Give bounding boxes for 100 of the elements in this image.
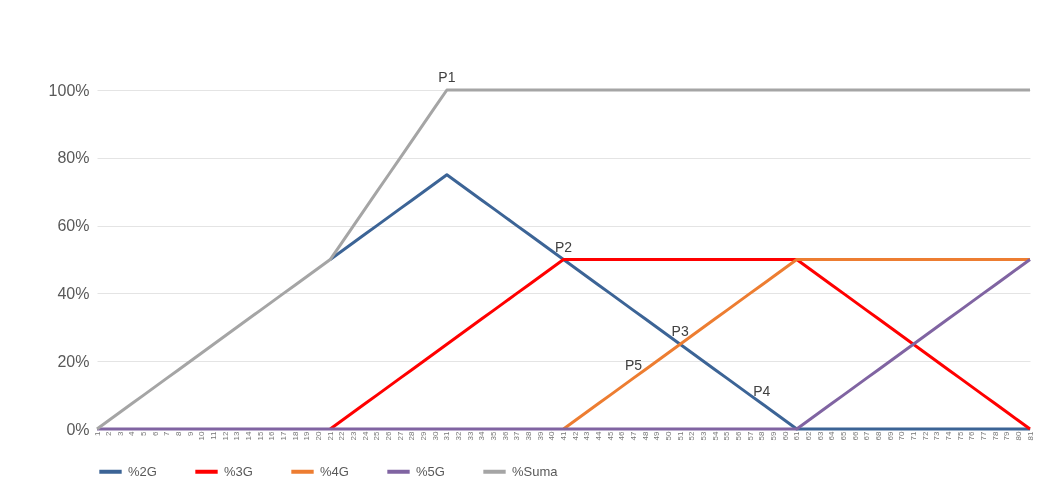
x-tick-label: 19 <box>302 430 312 441</box>
x-tick-label: 9 <box>185 430 195 436</box>
x-tick-label: 42 <box>570 430 580 441</box>
x-tick-label: 11 <box>209 430 219 440</box>
x-tick-label: 66 <box>850 430 860 441</box>
annotation: P5 <box>624 357 643 374</box>
x-tick-label: 65 <box>838 430 848 441</box>
x-tick-label: 17 <box>279 430 289 441</box>
x-tick-label: 29 <box>419 430 429 441</box>
x-tick-label: 71 <box>908 430 918 441</box>
x-tick-label: 18 <box>290 430 300 441</box>
x-tick-label: 21 <box>325 430 335 441</box>
x-tick-label: 73 <box>932 430 942 441</box>
x-tick-label: 23 <box>349 430 359 441</box>
x-tick-label: 69 <box>885 430 895 441</box>
x-tick-label: 63 <box>815 430 825 441</box>
x-tick-label: 41 <box>559 430 568 441</box>
x-tick-label: 60 <box>780 430 790 441</box>
x-tick-label: 31 <box>442 430 452 441</box>
x-tick-label: 52 <box>687 430 697 441</box>
y-tick-label: 40% <box>57 284 90 302</box>
x-tick-label: 33 <box>465 430 475 441</box>
line-series <box>95 88 1032 431</box>
x-tick-label: 62 <box>803 430 813 441</box>
y-tick-label: 80% <box>57 149 90 167</box>
x-tick-label: 45 <box>605 430 615 441</box>
y-tick-label: 20% <box>57 352 90 370</box>
x-tick-label: 15 <box>255 430 265 441</box>
x-tick-label: 58 <box>757 430 767 441</box>
x-tick-label: 14 <box>244 430 254 441</box>
x-tick-label: 2 <box>104 430 114 436</box>
x-tick-label: 38 <box>524 430 534 441</box>
x-tick-label: 30 <box>430 430 440 441</box>
x-tick-label: 8 <box>174 430 184 436</box>
x-tick-label: 64 <box>827 430 837 441</box>
x-tick-label: 37 <box>512 430 522 441</box>
y-tick-label: 60% <box>57 217 90 235</box>
line-series <box>328 258 1032 431</box>
x-tick-label: 80 <box>1013 430 1023 441</box>
x-tick-label: 75 <box>955 430 965 441</box>
x-tick-label: 13 <box>232 430 242 441</box>
x-tick-label: 59 <box>768 430 778 441</box>
x-tick-label: 34 <box>477 430 487 441</box>
x-tick-label: 77 <box>978 430 988 441</box>
x-tick-label: 6 <box>150 430 160 436</box>
x-tick-label: 48 <box>640 430 650 441</box>
x-tick-label: 22 <box>337 430 347 441</box>
annotation: P1 <box>438 69 456 85</box>
x-tick-label: 57 <box>745 430 755 441</box>
x-tick-label: 27 <box>395 430 405 441</box>
x-tick-label: 50 <box>663 430 673 441</box>
x-tick-label: 5 <box>139 430 149 436</box>
x-tick-label: 40 <box>547 430 557 441</box>
x-tick-label: 54 <box>710 430 720 441</box>
x-tick-label: 47 <box>628 430 638 441</box>
x-tick-label: 61 <box>792 430 802 441</box>
x-tick-label: 32 <box>454 430 464 441</box>
x-tick-label: 72 <box>920 430 930 441</box>
x-tick-label: 44 <box>593 430 603 441</box>
x-tick-label: 16 <box>267 430 277 441</box>
x-tick-label: 1 <box>92 430 102 436</box>
x-tick-label: 46 <box>617 430 627 441</box>
x-tick-label: 36 <box>500 430 510 441</box>
x-tick-label: 43 <box>582 430 592 441</box>
x-tick-label: 4 <box>127 430 137 436</box>
legend-label: %4G <box>320 463 349 479</box>
x-tick-label: 79 <box>1002 430 1012 441</box>
x-tick-label: 26 <box>384 430 394 441</box>
x-tick-label: 49 <box>652 430 662 441</box>
x-tick-label: 3 <box>115 430 125 436</box>
x-tick-label: 70 <box>897 430 907 441</box>
x-tick-label: 53 <box>698 430 708 441</box>
x-tick-label: 51 <box>675 430 685 441</box>
x-tick-label: 76 <box>967 430 977 441</box>
legend-label: %Suma <box>512 463 559 479</box>
x-tick-label: 25 <box>372 430 382 441</box>
y-tick-label: 0% <box>66 420 90 438</box>
x-tick-label: 68 <box>873 430 883 441</box>
x-tick-label: 78 <box>990 430 1000 441</box>
x-tick-label: 67 <box>862 430 872 441</box>
x-tick-label: 56 <box>733 430 743 441</box>
legend-label: %3G <box>224 463 253 479</box>
legend-label: %2G <box>128 463 157 479</box>
x-tick-label: 12 <box>220 430 230 441</box>
x-tick-label: 81 <box>1025 430 1035 441</box>
annotation: P4 <box>753 382 771 399</box>
x-tick-label: 74 <box>943 430 953 441</box>
x-tick-label: 39 <box>535 430 545 441</box>
y-tick-label: 100% <box>48 81 90 99</box>
x-tick-label: 24 <box>360 430 370 441</box>
annotation: P2 <box>554 238 573 255</box>
x-tick-label: 35 <box>489 430 499 441</box>
annotation: P3 <box>671 323 689 340</box>
x-tick-label: 7 <box>162 430 172 436</box>
legend-label: %5G <box>416 463 445 479</box>
x-tick-label: 55 <box>722 430 732 441</box>
line-series <box>95 258 1032 431</box>
line-series <box>562 258 1032 431</box>
x-tick-label: 10 <box>197 430 207 441</box>
x-tick-label: 28 <box>407 430 417 441</box>
